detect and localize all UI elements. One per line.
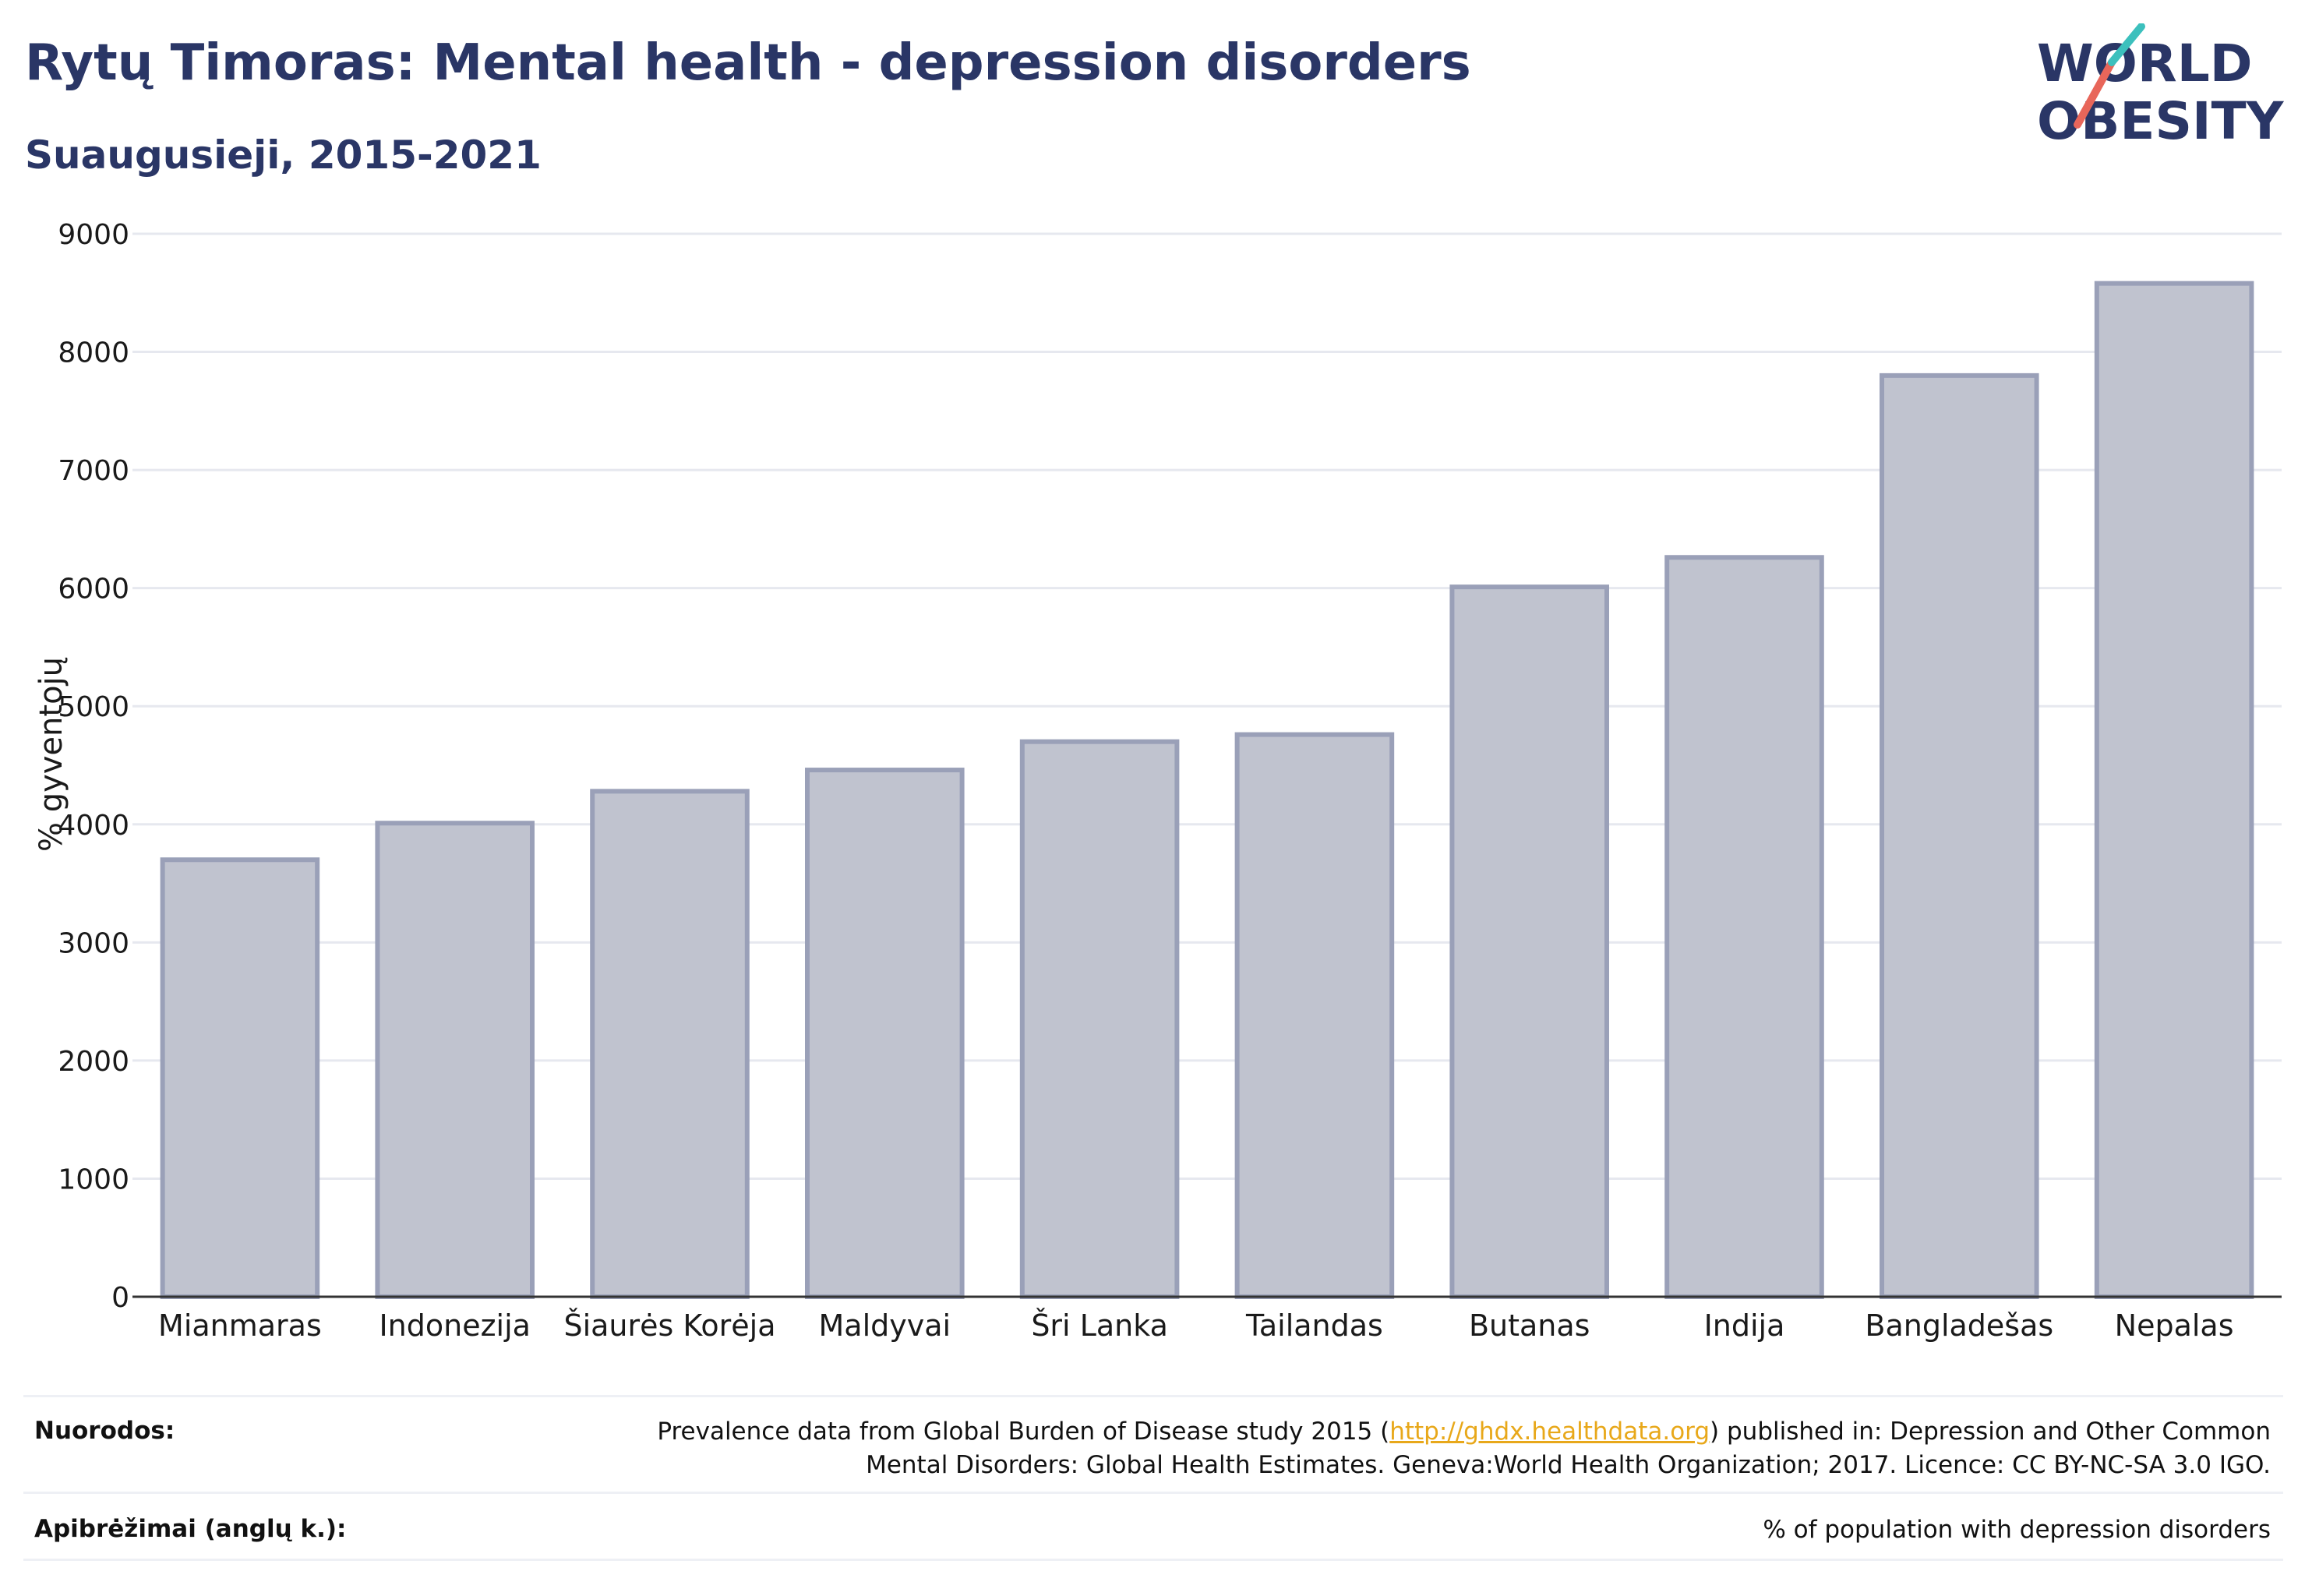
x-tick-label: Bangladešas: [1865, 1308, 2053, 1343]
sources-text-end: ) published in: Depression and Other Com…: [1710, 1418, 2271, 1446]
logo-slash-lower: [2074, 58, 2116, 129]
x-tick-label: Nepalas: [2115, 1308, 2234, 1343]
logo-slash-upper: [2108, 23, 2145, 66]
definitions-text: % of population with depression disorder…: [1763, 1516, 2271, 1544]
y-tick-label: 6000: [58, 574, 129, 606]
bar[interactable]: [1880, 373, 2039, 1299]
bar[interactable]: [375, 821, 535, 1299]
chart-subtitle: Suaugusieji, 2015-2021: [25, 132, 542, 178]
footer-divider-top: [23, 1395, 2283, 1397]
bar[interactable]: [1019, 739, 1180, 1299]
y-tick-label: 2000: [58, 1046, 129, 1078]
y-tick-label: 3000: [58, 927, 129, 959]
bar[interactable]: [590, 789, 750, 1299]
x-tick-label: Indonezija: [379, 1308, 530, 1343]
bar-chart: 0 1000 2000 3000 4000 5000 6000 7000 8000 9000 Mia…: [58, 219, 2282, 1343]
bar[interactable]: [1664, 555, 1824, 1299]
sources-link[interactable]: http://ghdx.healthdata.org: [1389, 1418, 1710, 1446]
footer-divider-bottom: [23, 1559, 2283, 1561]
y-tick-label: 4000: [58, 810, 129, 842]
axes: 0 1000 2000 3000 4000 5000 6000 7000 8000 9000 Mia…: [58, 219, 2282, 1343]
logo-graphic: WORLD OBESITY: [2037, 23, 2285, 151]
footer-divider-middle: [23, 1492, 2283, 1494]
y-tick-label: 8000: [58, 337, 129, 369]
bar[interactable]: [805, 768, 965, 1299]
bar[interactable]: [2094, 281, 2254, 1299]
sources-text: Prevalence data from Global Burden of Di…: [657, 1415, 2271, 1482]
x-tick-label: Maldyvai: [819, 1308, 951, 1343]
x-tick-label: Butanas: [1469, 1308, 1590, 1343]
x-tick-label: Mianmaras: [158, 1308, 322, 1343]
chart-title: Rytų Timoras: Mental health - depression…: [25, 34, 1471, 92]
x-tick-label: Šri Lanka: [1031, 1308, 1168, 1343]
sources-text-start: Prevalence data from Global Burden of Di…: [657, 1418, 1390, 1446]
x-tick-label: Indija: [1704, 1308, 1785, 1343]
definitions-label: Apibrėžimai (anglų k.):: [34, 1515, 347, 1543]
logo-line1: WORLD: [2037, 34, 2253, 94]
bar[interactable]: [1449, 584, 1609, 1299]
sources-text-line2: Mental Disorders: Global Health Estimate…: [866, 1451, 2271, 1479]
bar[interactable]: [160, 857, 320, 1299]
y-tick-label: 5000: [58, 691, 129, 723]
x-tick-label: Šiaurės Korėja: [563, 1308, 775, 1343]
y-tick-label: 0: [111, 1282, 129, 1314]
y-tick-label: 9000: [58, 219, 129, 251]
sources-label: Nuorodos:: [34, 1417, 175, 1445]
x-tick-label: Tailandas: [1245, 1308, 1383, 1343]
bars: [160, 281, 2254, 1299]
y-tick-label: 1000: [58, 1163, 129, 1195]
y-tick-label: 7000: [58, 455, 129, 487]
bar[interactable]: [1234, 732, 1395, 1299]
world-obesity-logo: WORLD OBESITY: [2034, 23, 2291, 171]
